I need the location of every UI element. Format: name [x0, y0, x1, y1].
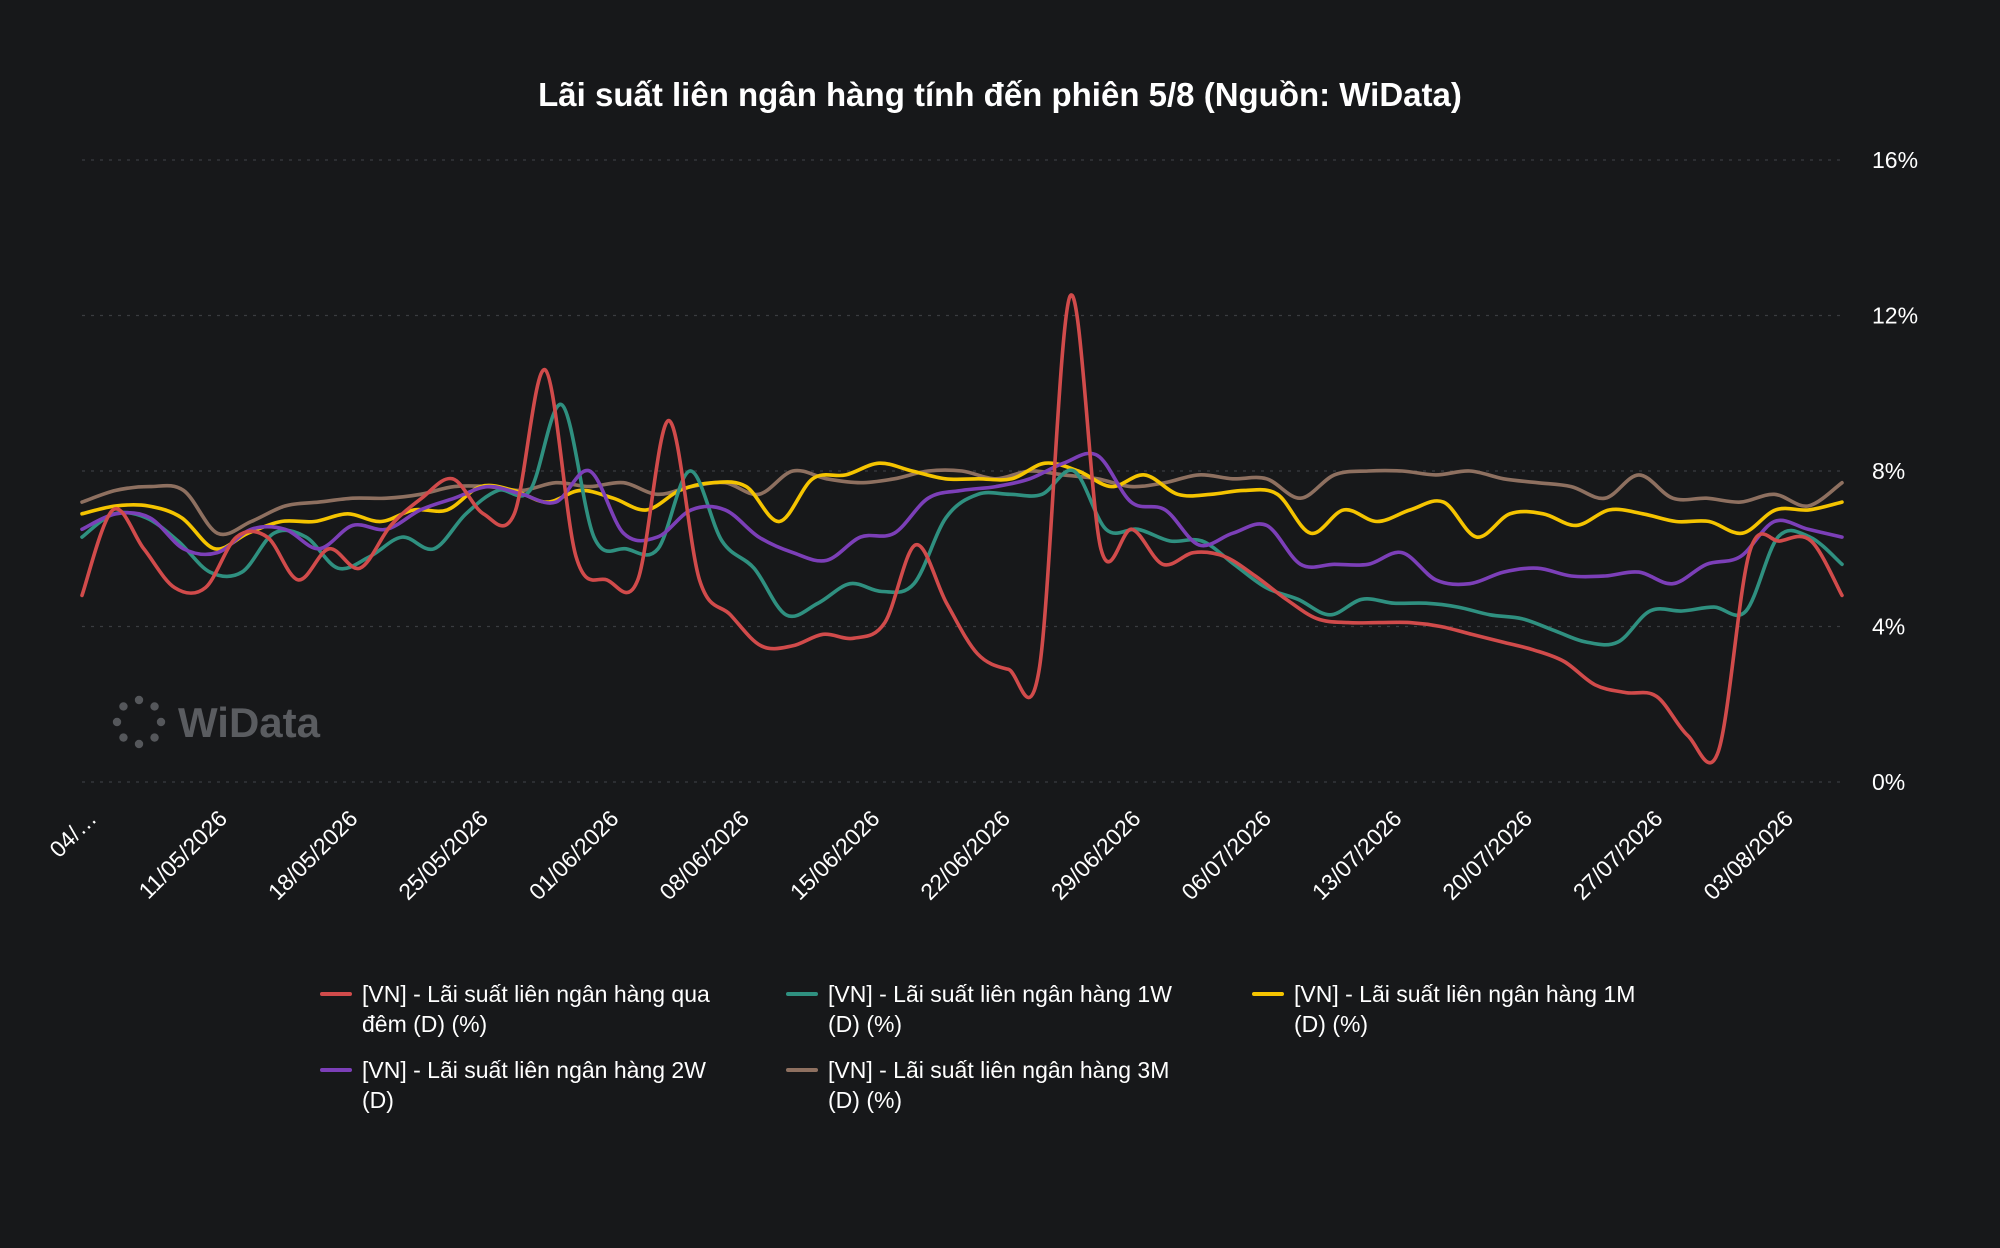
logo-dot [119, 733, 128, 742]
x-tick-label: 06/07/2026 [1176, 805, 1276, 905]
series [80, 293, 1844, 765]
x-tick-label: 08/06/2026 [654, 805, 754, 905]
series-line-5 [80, 468, 1844, 537]
legend: [VN] - Lãi suất liên ngân hàng qua đêm (D… [320, 981, 1635, 1113]
x-tick-label: 18/05/2026 [263, 805, 363, 905]
legend-item[interactable]: [VN] - Lãi suất liên ngân hàng 1W (D) (%) [786, 981, 1172, 1037]
y-tick-label: 4% [1872, 614, 1905, 640]
legend-item[interactable]: [VN] - Lãi suất liên ngân hàng 2W (D) [320, 1057, 706, 1113]
logo-dot [150, 702, 159, 711]
logo-dot [134, 695, 144, 705]
legend-label: [VN] - Lãi suất liên ngân hàng 2W (D) [362, 1057, 706, 1113]
x-tick-label: 11/05/2026 [133, 805, 232, 904]
legend-item[interactable]: [VN] - Lãi suất liên ngân hàng 3M (D) (%) [786, 1057, 1169, 1113]
watermark-logo-icon [112, 695, 166, 749]
logo-dot [150, 733, 159, 742]
x-tick-label: 27/07/2026 [1568, 805, 1668, 905]
x-tick-label: 03/08/2026 [1698, 805, 1798, 905]
x-tick-label: 29/06/2026 [1046, 805, 1146, 905]
series-line-1 [80, 293, 1844, 765]
x-tick-label: 22/06/2026 [915, 805, 1015, 905]
logo-dot [156, 717, 166, 727]
series-line-4 [80, 451, 1844, 587]
legend-label: [VN] - Lãi suất liên ngân hàng qua đêm (D… [362, 981, 710, 1037]
x-tick-label: 15/06/2026 [785, 805, 885, 905]
legend-item[interactable]: [VN] - Lãi suất liên ngân hàng qua đêm (D… [320, 981, 710, 1037]
y-axis-ticks: 0% 4% 8% 12% 16% [1872, 147, 1918, 795]
x-tick-label: 01/06/2026 [524, 805, 624, 905]
x-tick-label: 04/… [44, 805, 101, 862]
y-tick-label: 12% [1872, 303, 1918, 329]
legend-label: [VN] - Lãi suất liên ngân hàng 1M (D) (%) [1294, 981, 1635, 1037]
y-tick-label: 16% [1872, 147, 1918, 173]
watermark: WiData [112, 695, 321, 749]
chart-title: Lãi suất liên ngân hàng tính đến phiên 5… [538, 76, 1462, 113]
watermark-text: WiData [178, 699, 321, 746]
legend-label: [VN] - Lãi suất liên ngân hàng 3M (D) (%) [828, 1057, 1169, 1113]
logo-dot [119, 702, 128, 711]
legend-item[interactable]: [VN] - Lãi suất liên ngân hàng 1M (D) (%) [1252, 981, 1635, 1037]
x-tick-label: 13/07/2026 [1307, 805, 1407, 905]
logo-dot [112, 717, 122, 727]
series-line-2 [80, 403, 1844, 647]
legend-label: [VN] - Lãi suất liên ngân hàng 1W (D) (%) [828, 981, 1172, 1037]
logo-dot [134, 739, 144, 749]
x-tick-label: 20/07/2026 [1437, 805, 1537, 905]
x-axis-ticks: 04/… 11/05/2026 18/05/2026 25/05/2026 01/06/… [44, 805, 1798, 905]
series-line-3 [80, 461, 1844, 551]
x-tick-label: 25/05/2026 [393, 805, 493, 905]
y-tick-label: 0% [1872, 769, 1905, 795]
y-tick-label: 8% [1872, 458, 1905, 484]
